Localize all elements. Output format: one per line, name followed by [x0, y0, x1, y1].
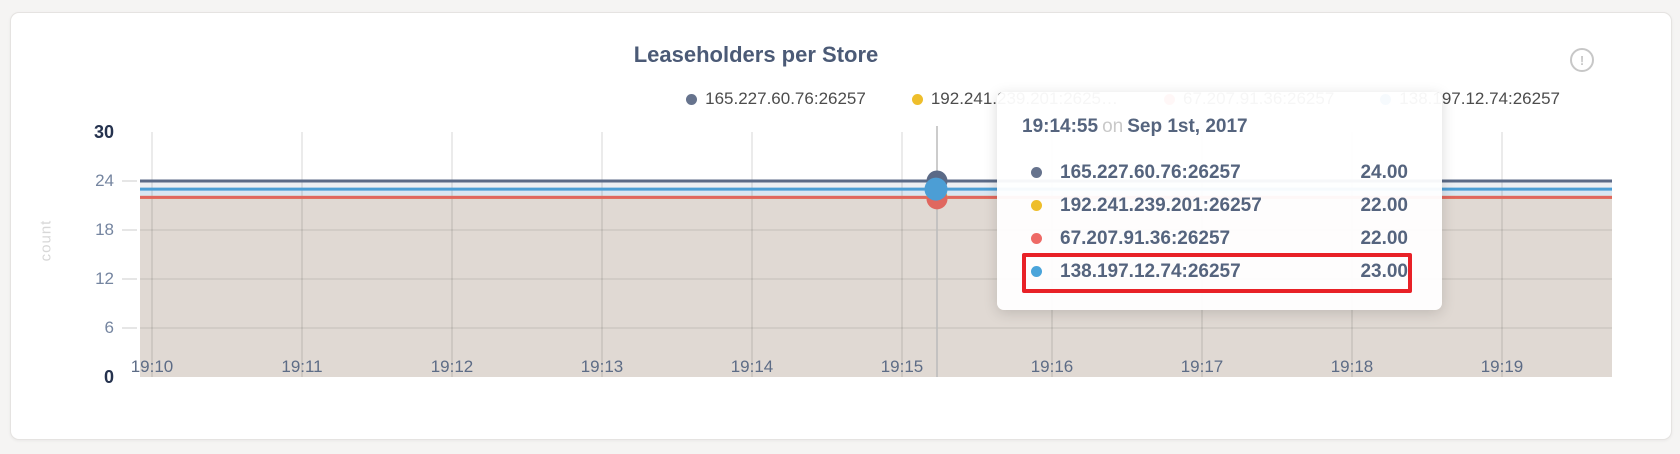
hover-tooltip: 19:14:55 on Sep 1st, 2017 165.227.60.76:26… [997, 92, 1442, 310]
y-tick-label: 18 [95, 220, 114, 239]
y-tick-label: 12 [95, 269, 114, 288]
tooltip-series-dot-icon [1031, 233, 1042, 244]
info-icon-glyph: ! [1579, 52, 1585, 68]
tooltip-series-dot-icon [1031, 200, 1042, 211]
tooltip-row-3: 138.197.12.74:26257 23.00 [1022, 255, 1408, 288]
tooltip-series-label: 67.207.91.36:26257 [1060, 227, 1231, 249]
tooltip-row-1: 192.241.239.201:26257 22.00 [1022, 189, 1408, 222]
y-tick-label: 0 [103, 367, 114, 387]
tooltip-row-0: 165.227.60.76:26257 24.00 [1022, 156, 1408, 189]
x-tick-label: 19:16 [1030, 357, 1074, 376]
x-tick-label: 19:15 [880, 357, 924, 376]
area-fill-band [140, 181, 1612, 190]
red-highlight-annotation [1022, 253, 1412, 293]
x-tick-label: 19:14 [730, 357, 774, 376]
tooltip-series-label: 138.197.12.74:26257 [1060, 260, 1241, 282]
legend-dot-icon [686, 93, 698, 105]
x-tick-label: 19:13 [580, 357, 624, 376]
area-fill-band [140, 189, 1612, 198]
x-tick-label: 19:11 [281, 357, 323, 376]
chart-title: Leaseholders per Store [633, 42, 879, 67]
tooltip-series-dot-icon [1031, 266, 1042, 277]
info-icon[interactable]: ! [1570, 48, 1594, 72]
y-tick-label: 24 [95, 171, 114, 190]
y-axis-title: count [37, 219, 55, 262]
tooltip-series-label: 192.241.239.201:26257 [1060, 194, 1262, 216]
y-tick-label: 30 [93, 122, 114, 142]
y-tick-label: 6 [104, 318, 114, 337]
x-tick-label: 19:19 [1480, 357, 1524, 376]
x-tick-label: 19:17 [1180, 357, 1224, 376]
legend-dot-icon [911, 93, 923, 105]
tooltip-series-value: 23.00 [1360, 260, 1408, 282]
legend-item-label: 165.227.60.76:26257 [705, 89, 866, 108]
tooltip-date: Sep 1st, 2017 [1127, 116, 1248, 137]
x-tick-label: 19:10 [130, 357, 174, 376]
tooltip-series-label: 165.227.60.76:26257 [1060, 161, 1241, 183]
tooltip-series-value: 24.00 [1360, 161, 1408, 183]
tooltip-series-value: 22.00 [1360, 194, 1408, 216]
tooltip-rows: 165.227.60.76:26257 24.00 192.241.239.201:… [1022, 156, 1408, 288]
x-tick-label: 19:12 [430, 357, 474, 376]
legend-item-0[interactable]: 165.227.60.76:26257 [686, 89, 866, 109]
tooltip-conjunction: on [1102, 116, 1124, 137]
x-tick-label: 19:18 [1330, 357, 1374, 376]
tooltip-time: 19:14:55 [1022, 116, 1099, 137]
tooltip-series-value: 22.00 [1360, 227, 1408, 249]
tooltip-row-2: 67.207.91.36:26257 22.00 [1022, 222, 1408, 255]
tooltip-series-dot-icon [1031, 167, 1042, 178]
tooltip-header: 19:14:55 on Sep 1st, 2017 [1022, 116, 1248, 138]
hover-point-dot [924, 177, 948, 201]
